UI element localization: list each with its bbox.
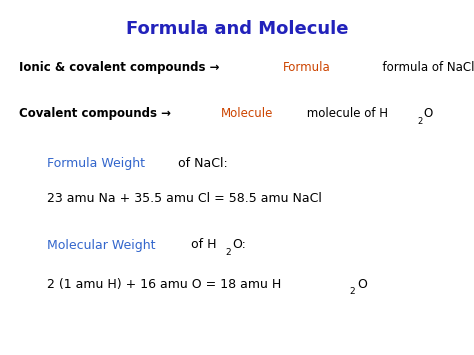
Text: Molecule: Molecule: [220, 107, 273, 120]
Text: 2: 2: [226, 248, 231, 257]
Text: O: O: [357, 278, 367, 290]
Text: Covalent compounds →: Covalent compounds →: [19, 107, 175, 120]
Text: Formula Weight: Formula Weight: [47, 157, 146, 170]
Text: O: O: [424, 107, 433, 120]
Text: 2: 2: [350, 287, 356, 296]
Text: of H: of H: [187, 239, 217, 251]
Text: Molecular Weight: Molecular Weight: [47, 239, 156, 251]
Text: molecule of H: molecule of H: [288, 107, 388, 120]
Text: Formula: Formula: [283, 61, 331, 74]
Text: 23 amu Na + 35.5 amu Cl = 58.5 amu NaCl: 23 amu Na + 35.5 amu Cl = 58.5 amu NaCl: [47, 192, 322, 205]
Text: Formula and Molecule: Formula and Molecule: [126, 20, 348, 38]
Text: 2 (1 amu H) + 16 amu O = 18 amu H: 2 (1 amu H) + 16 amu O = 18 amu H: [47, 278, 282, 290]
Text: 2: 2: [417, 116, 422, 126]
Text: Ionic & covalent compounds →: Ionic & covalent compounds →: [19, 61, 224, 74]
Text: O:: O:: [233, 239, 246, 251]
Text: formula of NaCl: formula of NaCl: [345, 61, 474, 74]
Text: of NaCl:: of NaCl:: [174, 157, 228, 170]
